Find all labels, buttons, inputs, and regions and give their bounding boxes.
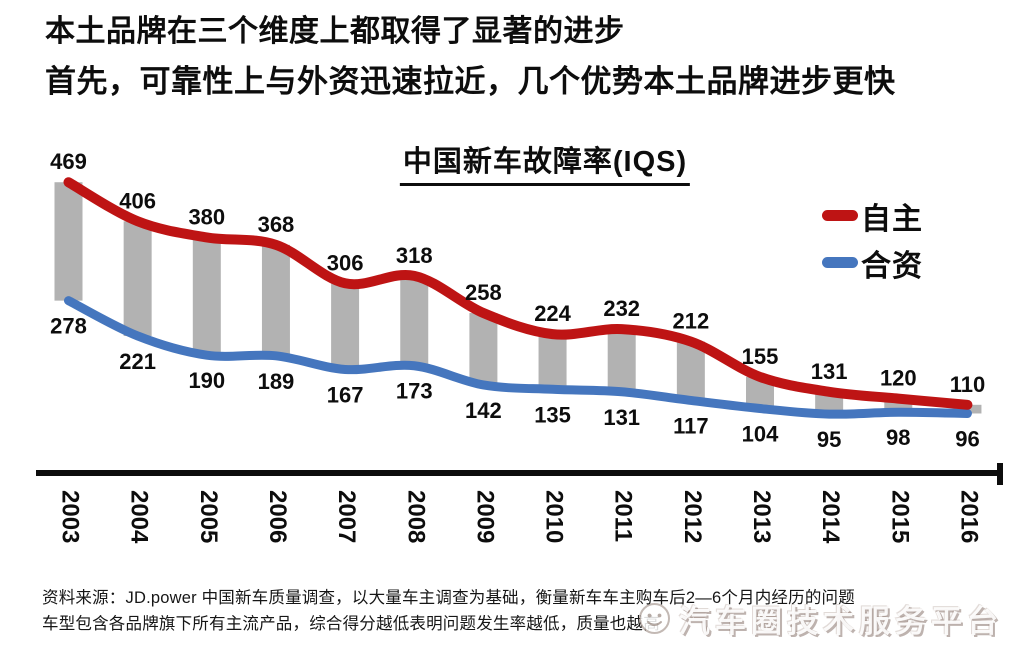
- domestic-value-2013: 155: [742, 344, 779, 369]
- gap-bar-2007: [331, 283, 360, 370]
- legend-label-hezi: 合资: [861, 249, 923, 283]
- domestic-value-2014: 131: [811, 359, 848, 384]
- jv-value-2003: 278: [50, 314, 87, 339]
- year-label-2010: 2010: [541, 490, 568, 543]
- domestic-value-2012: 212: [672, 309, 709, 334]
- jv-value-2005: 190: [188, 368, 225, 393]
- x-axis-line: [36, 470, 1003, 476]
- legend-label-zizhu: 自主: [861, 202, 923, 236]
- gap-bar-2011: [607, 329, 636, 392]
- legend-item-zizhu: 自主: [822, 192, 923, 239]
- jv-value-2004: 221: [119, 349, 156, 374]
- domestic-value-2004: 406: [119, 188, 156, 213]
- red-line-swatch-icon: [822, 210, 858, 221]
- x-axis-end-tick: [997, 463, 1003, 485]
- gap-bar-2004: [123, 221, 152, 336]
- gap-bar-2003: [54, 182, 83, 301]
- domestic-value-2016: 110: [950, 372, 986, 397]
- gap-bar-2006: [261, 244, 290, 356]
- domestic-value-2015: 120: [880, 366, 917, 391]
- gap-bar-2005: [192, 237, 221, 356]
- chart-legend: 自主 合资: [822, 192, 923, 286]
- year-label-2009: 2009: [471, 490, 498, 543]
- year-label-2008: 2008: [402, 490, 429, 543]
- subtitle-rest: ，可靠性上与外资迅速拉近，几个优势本土品牌进步更快: [108, 64, 896, 99]
- jv-value-2013: 104: [742, 422, 779, 447]
- chart-title: 中国新车故障率(IQS): [399, 138, 691, 186]
- gap-bar-2009: [469, 313, 498, 385]
- year-label-2012: 2012: [679, 490, 706, 543]
- jv-value-2015: 98: [886, 425, 910, 450]
- domestic-value-2007: 306: [327, 250, 364, 275]
- domestic-line: [63, 177, 973, 410]
- gap-bar-2008: [400, 275, 429, 366]
- year-label-2006: 2006: [264, 490, 291, 543]
- domestic-value-2009: 258: [465, 280, 502, 305]
- source-note: 资料来源：JD.power 中国新车质量调查，以大量车主调查为基础，衡量新车车主…: [42, 586, 1007, 637]
- gap-bar-2012: [676, 341, 705, 401]
- jv-value-2007: 167: [327, 382, 364, 407]
- blue-line-swatch-icon: [822, 257, 858, 268]
- jv-value-2008: 173: [396, 379, 433, 404]
- legend-item-hezi: 合资: [822, 239, 923, 286]
- year-label-2013: 2013: [748, 490, 775, 543]
- jv-value-2016: 96: [955, 426, 979, 451]
- gap-bar-2010: [538, 334, 567, 390]
- subtitle-accent: 首先: [45, 64, 108, 99]
- year-label-2016: 2016: [955, 490, 982, 543]
- year-label-2005: 2005: [195, 490, 222, 543]
- year-label-2004: 2004: [126, 490, 153, 544]
- year-label-2003: 2003: [57, 490, 84, 543]
- year-label-2014: 2014: [817, 490, 844, 544]
- year-label-2007: 2007: [333, 490, 360, 543]
- jv-value-2010: 135: [534, 402, 571, 427]
- jv-value-2014: 95: [817, 427, 841, 452]
- jv-value-2011: 131: [603, 405, 640, 430]
- joint-venture-line: [64, 296, 972, 419]
- source-note-line1: 资料来源：JD.power 中国新车质量调查，以大量车主调查为基础，衡量新车车主…: [42, 589, 855, 607]
- jv-value-2006: 189: [258, 369, 295, 394]
- domestic-value-2006: 368: [258, 212, 295, 237]
- domestic-value-2003: 469: [50, 149, 87, 174]
- page-title: 本土品牌在三个维度上都取得了显著的进步: [45, 15, 625, 48]
- page-subtitle: 首先，可靠性上与外资迅速拉近，几个优势本土品牌进步更快: [45, 56, 896, 101]
- domestic-value-2005: 380: [188, 204, 225, 229]
- domestic-value-2010: 224: [534, 301, 571, 326]
- domestic-value-2008: 318: [396, 243, 433, 268]
- jv-value-2012: 117: [673, 413, 709, 438]
- source-note-line2: 车型包含各品牌旗下所有主流产品，综合得分越低表明问题发生率越低，质量也越高: [42, 614, 660, 633]
- year-label-2011: 2011: [610, 490, 637, 542]
- jv-value-2009: 142: [465, 398, 502, 423]
- domestic-value-2011: 232: [603, 296, 640, 321]
- year-label-2015: 2015: [886, 490, 913, 543]
